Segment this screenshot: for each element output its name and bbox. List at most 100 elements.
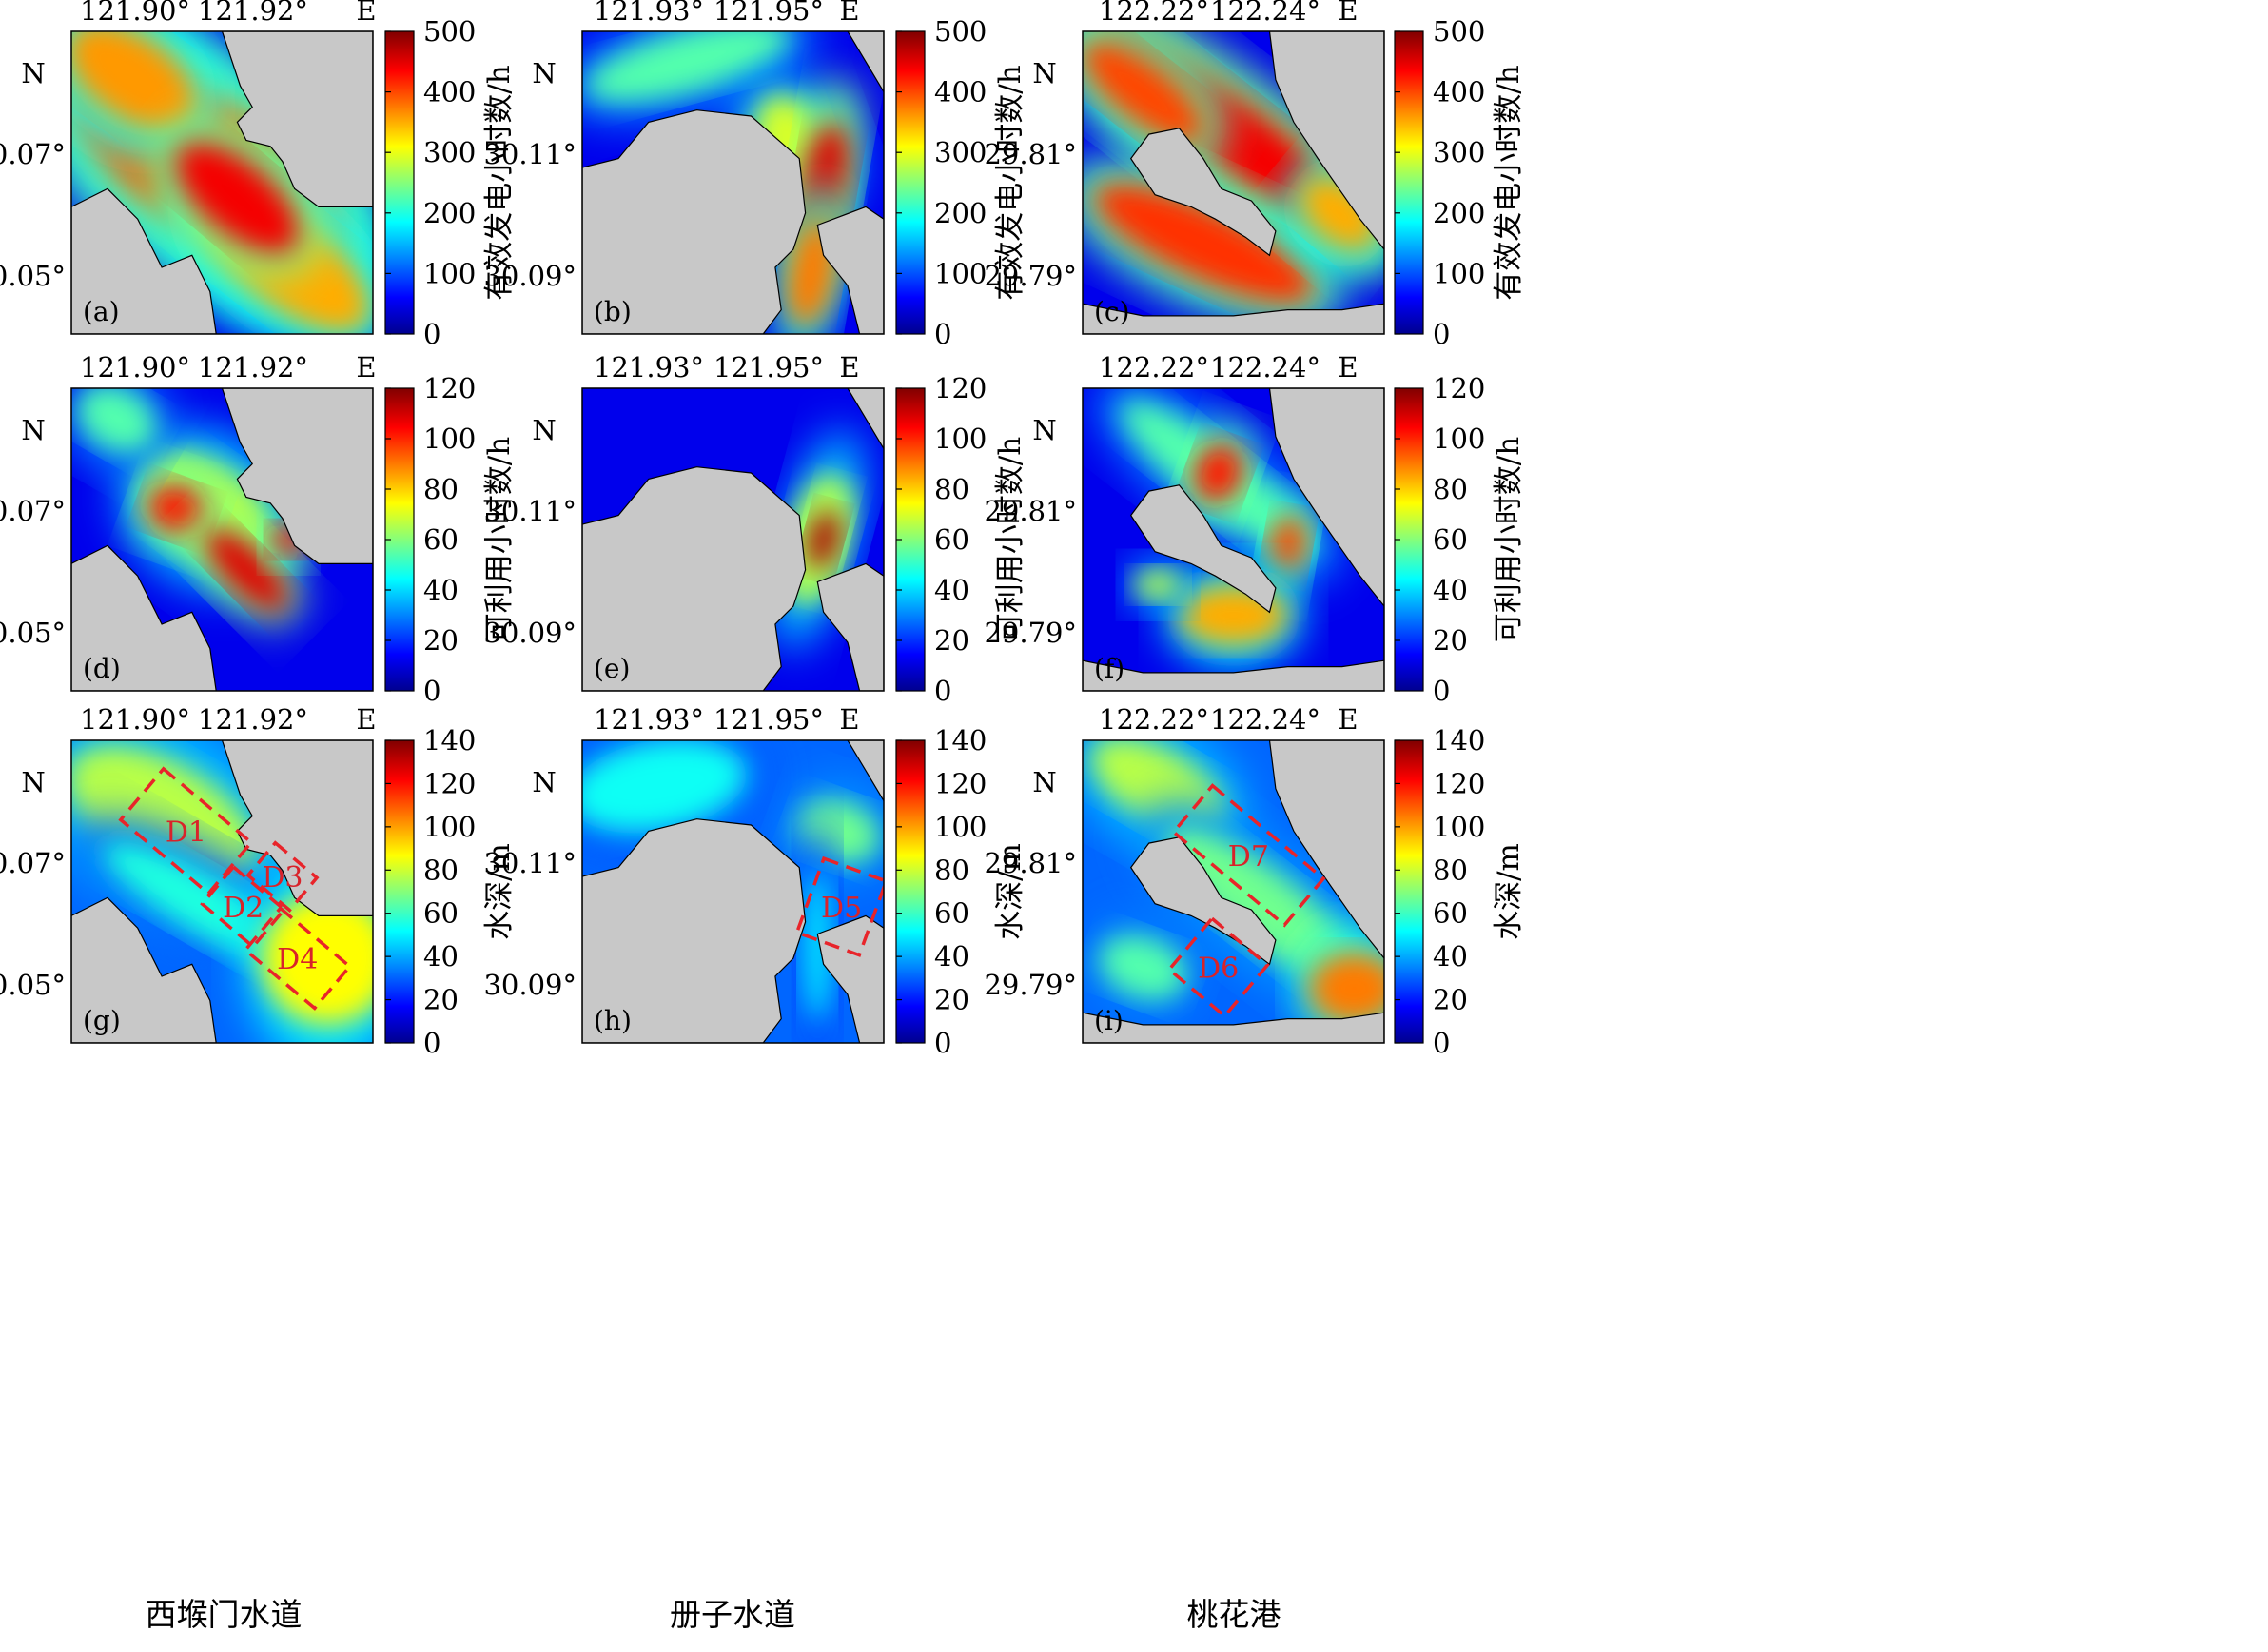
land-mass xyxy=(1268,31,1384,250)
land-mass xyxy=(582,109,807,334)
colorbar-tick-label: 80 xyxy=(1433,854,1468,886)
x-tick-label: 122.22° xyxy=(1099,703,1209,736)
colorbar xyxy=(384,30,415,335)
land-mass xyxy=(71,187,217,334)
north-label: N xyxy=(21,766,45,798)
field-core xyxy=(205,528,288,612)
colorbar-tick-label: 0 xyxy=(1433,675,1450,707)
colorbar-label: 水深/m xyxy=(482,843,517,940)
field-core xyxy=(807,510,840,569)
y-tick-label: 30.11° xyxy=(483,847,577,879)
panel-d: (d) 121.90°121.92° E N 30.07° 30.05° 0 20 40 60 80… xyxy=(0,351,517,707)
panel-letter: (a) xyxy=(83,296,120,327)
colorbar-tick-label: 100 xyxy=(1433,257,1485,289)
colorbar-tick-label: 0 xyxy=(1433,1027,1450,1059)
region-box xyxy=(243,906,353,1011)
panel-h: D5 (h) 121.93° 121.95° E N 30.11° 30.09° 0 20 40 60… xyxy=(483,703,1027,1059)
panel-letter: (f) xyxy=(1094,653,1124,684)
colorbar-tick-label: 40 xyxy=(1433,940,1468,973)
colorbar-tick-label: 0 xyxy=(423,675,440,707)
colorbar-tick-label: 80 xyxy=(1433,473,1468,505)
region-box-label: D6 xyxy=(1198,953,1239,986)
colorbar-tick-label: 200 xyxy=(1433,197,1485,229)
north-label: N xyxy=(1032,414,1056,446)
colorbar-tick-label: 300 xyxy=(934,136,987,168)
x-tick-label: 121.95° xyxy=(714,351,824,384)
region-box-label: D4 xyxy=(277,943,318,976)
east-label: E xyxy=(839,703,859,736)
colorbar-tick-label: 120 xyxy=(1433,767,1485,799)
colorbar-tick-label: 120 xyxy=(423,767,476,799)
map-frame xyxy=(581,30,885,335)
x-tick-label: 122.24° xyxy=(1210,0,1320,27)
map-frame xyxy=(70,739,374,1044)
east-label: E xyxy=(839,0,859,27)
land-mass xyxy=(221,31,373,207)
map-frame xyxy=(1082,30,1385,335)
land-mass xyxy=(1129,128,1277,257)
colorbar-tick-label: 140 xyxy=(934,724,987,757)
east-label: E xyxy=(1338,351,1358,384)
y-tick-label: 29.79° xyxy=(984,617,1077,649)
colorbar-tick-label: 100 xyxy=(934,811,987,843)
colorbar-label: 有效发电小时数/h xyxy=(993,65,1027,300)
colorbar-tick-label: 120 xyxy=(1433,372,1485,404)
field-core xyxy=(76,388,157,453)
colorbar-tick-label: 20 xyxy=(423,624,459,657)
land-mass xyxy=(221,388,373,564)
colorbar-tick-label: 300 xyxy=(1433,136,1485,168)
region-box-label: D2 xyxy=(223,892,264,925)
colorbar-tick-label: 40 xyxy=(423,574,459,606)
land-mass xyxy=(1129,484,1277,614)
north-label: N xyxy=(21,57,45,89)
colorbar-tick-label: 80 xyxy=(934,854,969,886)
map-frame xyxy=(70,387,374,692)
land-mass xyxy=(582,818,807,1043)
east-label: E xyxy=(356,703,376,736)
y-tick-label: 30.05° xyxy=(0,617,66,649)
colorbar-tick-label: 20 xyxy=(1433,624,1468,657)
field-core xyxy=(802,870,833,1022)
x-tick-label: 122.24° xyxy=(1210,703,1320,736)
x-tick-label: 121.95° xyxy=(714,703,824,736)
field-core xyxy=(1099,934,1187,1000)
field-core xyxy=(1092,182,1314,305)
colorbar-tick-label: 0 xyxy=(934,318,951,350)
field-core xyxy=(261,892,373,1025)
land-mass xyxy=(1083,303,1384,334)
y-tick-label: 30.07° xyxy=(0,847,66,879)
field-core xyxy=(71,31,199,132)
colorbar-tick-label: 100 xyxy=(423,423,476,455)
y-tick-label: 30.07° xyxy=(0,495,66,527)
colorbar-tick-label: 100 xyxy=(934,423,987,455)
colorbar-label: 水深/m xyxy=(1492,843,1526,940)
region-box xyxy=(245,840,320,913)
colorbar-label: 有效发电小时数/h xyxy=(482,65,517,300)
field-core xyxy=(147,483,206,535)
colorbar-label: 可利用小时数/h xyxy=(1492,437,1526,642)
colorbar-tick-label: 120 xyxy=(934,372,987,404)
colorbar xyxy=(895,739,926,1044)
colorbar-tick-label: 120 xyxy=(423,372,476,404)
x-tick-label: 121.92° xyxy=(198,351,308,384)
panel-letter: (i) xyxy=(1094,1005,1124,1036)
panel-letter: (g) xyxy=(83,1005,121,1036)
colorbar-label: 水深/m xyxy=(993,843,1027,940)
panel-letter: (c) xyxy=(1094,296,1130,327)
colorbar-tick-label: 140 xyxy=(1433,724,1485,757)
land-mass xyxy=(1268,740,1384,959)
east-label: E xyxy=(839,351,859,384)
x-tick-label: 121.92° xyxy=(198,703,308,736)
y-tick-label: 30.07° xyxy=(0,138,66,170)
colorbar-tick-label: 40 xyxy=(423,940,459,973)
panel-e: (e) 121.93° 121.95° E N 30.11° 30.09° 0 20 40 60 80… xyxy=(483,351,1027,707)
colorbar-tick-label: 500 xyxy=(1433,15,1485,48)
colorbar-tick-label: 100 xyxy=(934,257,987,289)
land-mass xyxy=(816,206,884,334)
colorbar-tick-label: 80 xyxy=(423,473,459,505)
land-mass xyxy=(1083,659,1384,691)
land-mass xyxy=(1268,388,1384,607)
y-tick-label: 30.11° xyxy=(483,495,577,527)
east-label: E xyxy=(356,0,376,27)
land-mass xyxy=(847,31,884,93)
